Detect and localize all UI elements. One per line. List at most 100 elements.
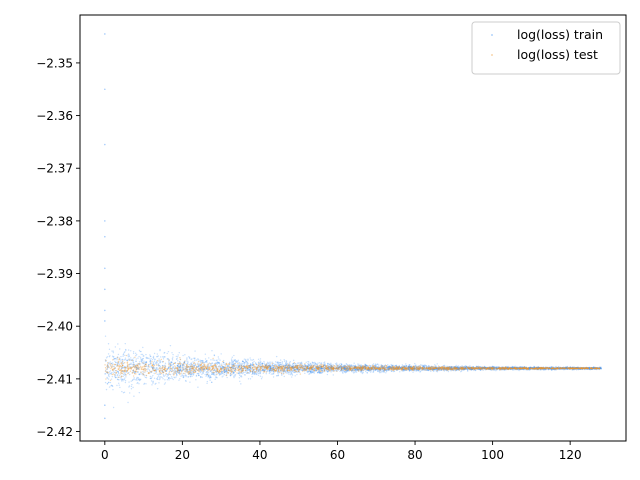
scatter-point [136, 378, 138, 380]
scatter-point [362, 366, 364, 368]
scatter-point [324, 361, 326, 363]
scatter-point [391, 370, 393, 372]
scatter-point [155, 382, 157, 385]
scatter-point [231, 356, 233, 358]
scatter-point [460, 368, 462, 370]
scatter-point [276, 375, 278, 377]
scatter-point [116, 373, 119, 376]
scatter-point [231, 370, 233, 373]
scatter-point [122, 355, 124, 357]
scatter-point [269, 366, 271, 368]
scatter-point [548, 368, 550, 371]
scatter-point [488, 367, 491, 369]
scatter-point [132, 364, 135, 366]
scatter-point [197, 386, 199, 388]
scatter-point [296, 373, 298, 376]
scatter-point [561, 367, 564, 369]
scatter-point [506, 367, 509, 370]
scatter-point [306, 365, 309, 368]
scatter-point [442, 367, 444, 370]
scatter-point [261, 369, 263, 372]
scatter-point [422, 364, 425, 367]
scatter-point [576, 366, 578, 369]
scatter-point [541, 367, 544, 369]
scatter-point [176, 357, 178, 360]
scatter-point [542, 367, 544, 369]
scatter-point [373, 366, 375, 368]
scatter-point [312, 366, 315, 368]
scatter-point [364, 365, 367, 368]
scatter-point [378, 369, 381, 371]
scatter-point [153, 372, 155, 375]
scatter-point [264, 366, 267, 368]
scatter-point [114, 375, 116, 378]
scatter-point [105, 357, 108, 359]
scatter-point [104, 335, 107, 337]
scatter-point [510, 366, 512, 369]
scatter-point [201, 373, 203, 375]
scatter-point [311, 367, 313, 369]
scatter-point [330, 362, 332, 365]
scatter-point [150, 377, 153, 380]
scatter-point [334, 362, 337, 365]
scatter-point [230, 362, 232, 364]
scatter-point [530, 368, 532, 370]
scatter-point [249, 371, 252, 373]
scatter-point [421, 365, 424, 367]
scatter-point [259, 363, 262, 365]
scatter-point [204, 360, 207, 363]
scatter-point [136, 367, 139, 370]
scatter-point [303, 369, 306, 371]
scatter-point [294, 375, 296, 377]
scatter-point [150, 357, 152, 360]
scatter-point [128, 372, 130, 374]
scatter-point [200, 370, 203, 373]
scatter-point [104, 381, 107, 384]
scatter-point [575, 367, 577, 370]
scatter-point [276, 367, 279, 369]
scatter-point [248, 365, 250, 368]
scatter-point [197, 362, 199, 364]
scatter-point [487, 368, 489, 370]
scatter-point [355, 366, 358, 369]
scatter-point [461, 366, 463, 369]
scatter-point [418, 368, 421, 371]
scatter-point [470, 369, 472, 371]
scatter-point [137, 377, 139, 379]
scatter-point [134, 379, 136, 381]
scatter-point [172, 356, 174, 358]
scatter-point [578, 368, 581, 370]
scatter-point [369, 369, 371, 371]
scatter-point [115, 357, 117, 360]
scatter-point [329, 366, 331, 369]
scatter-point [373, 366, 376, 369]
scatter-point [515, 367, 517, 370]
scatter-point [181, 367, 184, 369]
scatter-point [113, 371, 115, 373]
scatter-point [506, 367, 508, 369]
scatter-point [106, 377, 109, 379]
scatter-point [219, 363, 221, 365]
scatter-point [507, 368, 509, 371]
scatter-point [443, 364, 446, 367]
scatter-point [144, 363, 147, 366]
scatter-point [220, 372, 222, 374]
scatter-point [422, 367, 424, 369]
scatter-point [352, 369, 354, 371]
scatter-point [231, 362, 234, 364]
scatter-point [199, 368, 201, 371]
scatter-point [207, 372, 210, 374]
scatter-point [393, 368, 395, 371]
scatter-point [501, 368, 504, 371]
scatter-point [142, 362, 145, 365]
scatter-point [178, 370, 180, 372]
scatter-point [124, 357, 127, 359]
scatter-point [304, 364, 306, 367]
scatter-point [466, 370, 469, 372]
scatter-point [558, 368, 560, 370]
scatter-point [502, 367, 504, 369]
scatter-point [108, 381, 110, 384]
scatter-point [261, 362, 263, 365]
scatter-point [561, 367, 564, 370]
scatter-point [461, 365, 463, 367]
